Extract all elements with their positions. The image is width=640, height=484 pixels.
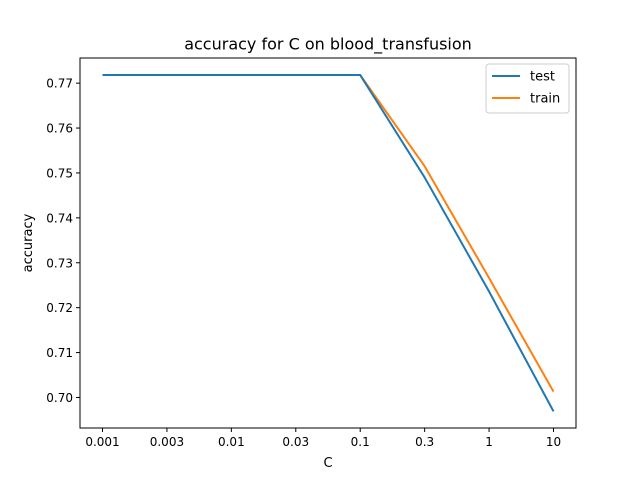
- y-tick-label: 0.73: [46, 256, 73, 270]
- x-tick-label: 1: [485, 435, 493, 449]
- series-lines: [102, 74, 555, 412]
- chart-title: accuracy for C on blood_transfusion: [184, 35, 472, 55]
- x-tick-label: 0.01: [218, 435, 245, 449]
- y-axis-label: accuracy: [21, 213, 36, 272]
- y-tick-label: 0.75: [46, 166, 73, 180]
- series-line-test: [102, 74, 555, 412]
- y-tick-label: 0.72: [46, 301, 73, 315]
- y-tick-label: 0.74: [46, 211, 73, 225]
- axis-ticks: 0.001 0.003 0.01 0.03 0.1 0.3 1 10 0.70 0.71 0.72 0…: [46, 77, 561, 449]
- x-tick-label: 0.001: [85, 435, 119, 449]
- x-tick-label: 0.3: [415, 435, 434, 449]
- y-tick-label: 0.71: [46, 346, 73, 360]
- y-tick-label: 0.76: [46, 122, 73, 136]
- x-tick-label: 10: [546, 435, 561, 449]
- legend-label-test: test: [530, 70, 555, 85]
- x-tick-label: 0.03: [282, 435, 309, 449]
- legend: test train: [485, 63, 570, 114]
- legend-label-train: train: [530, 92, 560, 107]
- y-tick-label: 0.77: [46, 77, 73, 91]
- x-axis-label: C: [323, 456, 332, 471]
- x-tick-label: 0.003: [150, 435, 184, 449]
- y-tick-label: 0.70: [46, 391, 73, 405]
- plot-frame: [79, 57, 577, 429]
- x-tick-label: 0.1: [351, 435, 370, 449]
